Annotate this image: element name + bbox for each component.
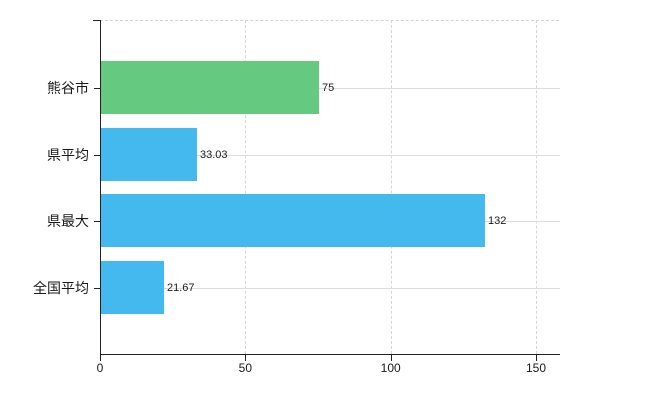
x-axis-tick-label: 150 xyxy=(525,361,547,375)
vertical-gridline xyxy=(390,20,392,354)
plot-top-border xyxy=(100,20,559,21)
category-label: 熊谷市 xyxy=(47,80,89,96)
y-axis-tick xyxy=(94,154,100,156)
x-axis-tick xyxy=(536,355,537,361)
x-axis-tick xyxy=(245,355,247,361)
x-axis-line xyxy=(100,354,560,355)
bar-value-label: 75 xyxy=(322,82,335,94)
x-axis-tick xyxy=(390,355,392,361)
category-label: 県平均 xyxy=(47,146,89,163)
vertical-gridline xyxy=(536,20,537,354)
y-axis-tick xyxy=(94,288,100,290)
category-label: 全国平均 xyxy=(33,280,89,297)
horizontal-gridline xyxy=(101,88,560,89)
y-axis-line xyxy=(100,20,101,355)
y-axis-top-tick xyxy=(93,20,100,21)
bar-3 xyxy=(101,261,164,315)
bar-0 xyxy=(101,61,319,114)
y-axis-tick xyxy=(94,221,100,223)
y-axis-tick xyxy=(94,88,100,89)
horizontal-gridline xyxy=(101,154,560,156)
bar-value-label: 33.03 xyxy=(200,148,228,161)
vertical-gridline xyxy=(245,20,247,354)
bar-value-label: 21.67 xyxy=(167,282,195,295)
category-label: 県最大 xyxy=(47,213,89,230)
horizontal-gridline xyxy=(101,288,560,290)
bar-1 xyxy=(101,127,197,181)
x-axis-tick-label: 50 xyxy=(238,361,252,375)
bar-value-label: 132 xyxy=(488,215,507,228)
x-axis-tick-label: 100 xyxy=(380,361,401,375)
x-axis-tick xyxy=(100,355,101,361)
bar-2 xyxy=(101,194,485,248)
x-axis-tick-label: 0 xyxy=(96,361,104,375)
